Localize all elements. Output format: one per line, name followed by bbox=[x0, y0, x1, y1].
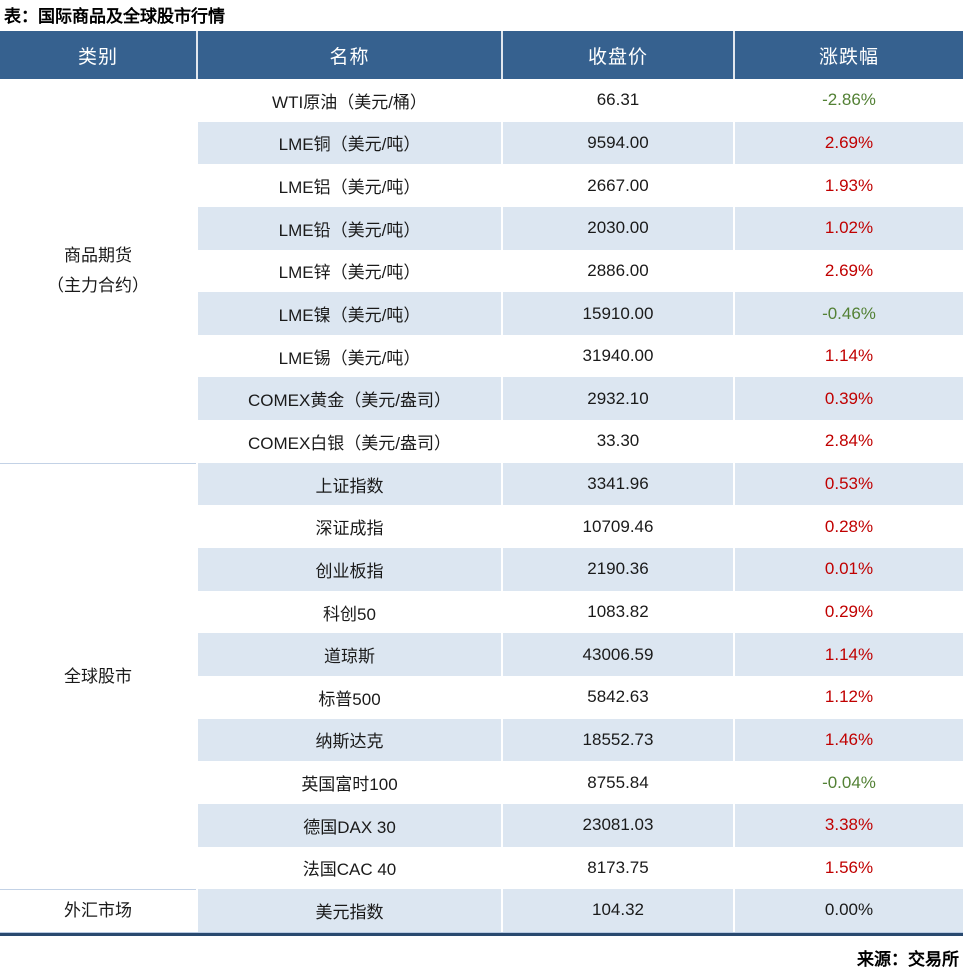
category-label-line: （主力合约） bbox=[47, 275, 149, 295]
category-cell: 全球股市 bbox=[0, 462, 196, 890]
change-percent-cell: 1.93% bbox=[733, 164, 963, 207]
change-percent-cell: 1.02% bbox=[733, 206, 963, 250]
change-percent-cell: 1.12% bbox=[733, 675, 963, 719]
close-price-cell: 2667.00 bbox=[501, 164, 733, 207]
change-percent-cell: 1.14% bbox=[733, 334, 963, 378]
name-cell: 创业板指 bbox=[196, 548, 501, 591]
name-cell: LME锡（美元/吨） bbox=[196, 334, 501, 378]
name-cell: 德国DAX 30 bbox=[196, 803, 501, 847]
change-percent-cell: 1.14% bbox=[733, 633, 963, 676]
market-table-body: 商品期货 （主力合约） WTI原油（美元/桶） 66.31 -2.86% LME铜（美元/… bbox=[0, 79, 963, 932]
name-cell: 纳斯达克 bbox=[196, 718, 501, 762]
change-percent-cell: -0.46% bbox=[733, 292, 963, 335]
change-percent-cell: 2.69% bbox=[733, 121, 963, 165]
name-cell: 标普500 bbox=[196, 675, 501, 719]
name-cell: LME镍（美元/吨） bbox=[196, 292, 501, 335]
close-price-cell: 15910.00 bbox=[501, 292, 733, 335]
category-label-line: 商品期货 bbox=[64, 246, 132, 266]
table-header-row: 类别 名称 收盘价 涨跌幅 bbox=[0, 31, 963, 79]
close-price-cell: 31940.00 bbox=[501, 334, 733, 378]
name-cell: 科创50 bbox=[196, 590, 501, 634]
name-cell: 英国富时100 bbox=[196, 761, 501, 804]
close-price-cell: 23081.03 bbox=[501, 803, 733, 847]
name-cell: 美元指数 bbox=[196, 889, 501, 932]
change-percent-cell: -0.04% bbox=[733, 761, 963, 804]
name-cell: LME铝（美元/吨） bbox=[196, 164, 501, 207]
name-cell: WTI原油（美元/桶） bbox=[196, 79, 501, 122]
close-price-cell: 18552.73 bbox=[501, 718, 733, 762]
close-price-cell: 33.30 bbox=[501, 420, 733, 463]
name-cell: LME铅（美元/吨） bbox=[196, 206, 501, 250]
name-cell: 上证指数 bbox=[196, 462, 501, 506]
name-cell: 道琼斯 bbox=[196, 633, 501, 676]
change-percent-cell: 0.39% bbox=[733, 377, 963, 421]
close-price-cell: 2886.00 bbox=[501, 249, 733, 293]
header-cell-change: 涨跌幅 bbox=[733, 31, 963, 79]
close-price-cell: 104.32 bbox=[501, 889, 733, 932]
change-percent-cell: 0.00% bbox=[733, 889, 963, 932]
category-label-line: 外汇市场 bbox=[64, 901, 132, 921]
close-price-cell: 43006.59 bbox=[501, 633, 733, 676]
change-percent-cell: 1.46% bbox=[733, 718, 963, 762]
change-percent-cell: -2.86% bbox=[733, 79, 963, 122]
table-title: 表：国际商品及全球股市行情 bbox=[4, 7, 225, 26]
close-price-cell: 8173.75 bbox=[501, 846, 733, 890]
name-cell: COMEX黄金（美元/盎司） bbox=[196, 377, 501, 421]
name-cell: 法国CAC 40 bbox=[196, 846, 501, 890]
header-cell-name: 名称 bbox=[196, 31, 501, 79]
name-cell: 深证成指 bbox=[196, 505, 501, 549]
name-cell: COMEX白银（美元/盎司） bbox=[196, 420, 501, 463]
market-table: 类别 名称 收盘价 涨跌幅 商品期货 （主力合约） WTI原油（美元/桶） 66.31… bbox=[0, 31, 963, 936]
close-price-cell: 2190.36 bbox=[501, 548, 733, 591]
category-label-line: 全球股市 bbox=[64, 666, 132, 686]
name-cell: LME锌（美元/吨） bbox=[196, 249, 501, 293]
change-percent-cell: 2.84% bbox=[733, 420, 963, 463]
change-percent-cell: 0.53% bbox=[733, 462, 963, 506]
header-cell-close: 收盘价 bbox=[501, 31, 733, 79]
close-price-cell: 2030.00 bbox=[501, 206, 733, 250]
change-percent-cell: 2.69% bbox=[733, 249, 963, 293]
header-cell-category: 类别 bbox=[0, 31, 196, 79]
close-price-cell: 9594.00 bbox=[501, 121, 733, 165]
close-price-cell: 5842.63 bbox=[501, 675, 733, 719]
close-price-cell: 8755.84 bbox=[501, 761, 733, 804]
change-percent-cell: 0.01% bbox=[733, 548, 963, 591]
category-cell: 商品期货 （主力合约） bbox=[0, 79, 196, 463]
close-price-cell: 3341.96 bbox=[501, 462, 733, 506]
close-price-cell: 10709.46 bbox=[501, 505, 733, 549]
change-percent-cell: 3.38% bbox=[733, 803, 963, 847]
change-percent-cell: 0.29% bbox=[733, 590, 963, 634]
close-price-cell: 2932.10 bbox=[501, 377, 733, 421]
close-price-cell: 1083.82 bbox=[501, 590, 733, 634]
source-note: 来源：交易所 bbox=[857, 949, 959, 969]
table-bottom-border bbox=[0, 931, 963, 936]
change-percent-cell: 1.56% bbox=[733, 846, 963, 890]
name-cell: LME铜（美元/吨） bbox=[196, 121, 501, 165]
change-percent-cell: 0.28% bbox=[733, 505, 963, 549]
close-price-cell: 66.31 bbox=[501, 79, 733, 122]
category-cell: 外汇市场 bbox=[0, 889, 196, 932]
